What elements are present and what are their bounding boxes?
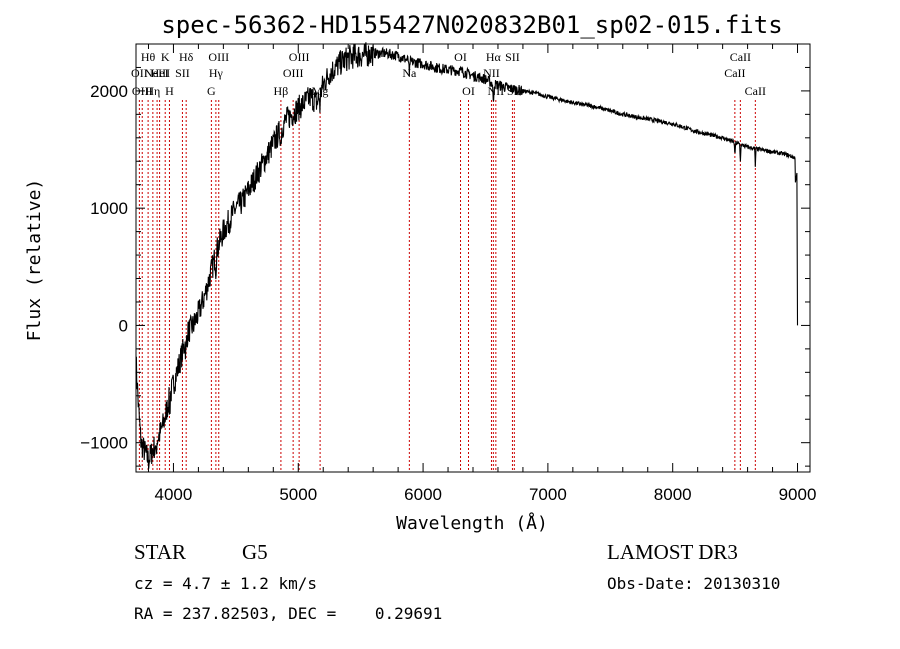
spectral-line-label: OI — [462, 84, 475, 98]
x-tick-label: 9000 — [779, 485, 817, 504]
y-axis-label: Flux (relative) — [24, 179, 45, 342]
y-tick-label: 2000 — [90, 82, 128, 101]
spectral-line-label: Hη — [145, 84, 160, 98]
x-axis-ticks: 4000 5000 6000 7000 8000 9000 — [147, 44, 817, 504]
spectrum-series — [135, 42, 799, 469]
spectral-line-label: OII — [131, 66, 148, 80]
plot-frame — [135, 43, 811, 473]
chart-title: spec-56362-HD155427N020832B01_sp02-015.f… — [161, 11, 782, 39]
spectral-line-label: HeI — [151, 66, 169, 80]
x-tick-label: 4000 — [155, 485, 193, 504]
plot-area: OIIOIIIHθHηNeIIIHeIKHSIIHδGHγOIIIHβOIIIO… — [80, 42, 816, 504]
observation-date: Obs-Date: 20130310 — [607, 574, 780, 593]
coordinates: RA = 237.82503, DEC = 0.29691 — [134, 604, 442, 623]
spectral-line-label: H — [165, 84, 174, 98]
spectral-line-label: CaII — [730, 50, 751, 64]
spectral-line-label: OI — [454, 50, 467, 64]
x-tick-label: 6000 — [404, 485, 442, 504]
y-axis-ticks: −1000 0 1000 2000 — [80, 43, 810, 467]
x-tick-label: 7000 — [529, 485, 567, 504]
spectral-line-labels: OIIOIIIHθHηNeIIIHeIKHSIIHδGHγOIIIHβOIIIO… — [131, 50, 766, 98]
y-tick-label: 0 — [119, 316, 128, 335]
spectrum-line — [135, 42, 799, 469]
spectral-line-label: Hβ — [274, 84, 289, 98]
x-axis-label: Wavelength (Å) — [396, 512, 548, 534]
redshift-cz: cz = 4.7 ± 1.2 km/s — [134, 574, 317, 593]
spectral-line-label: Hα — [486, 50, 502, 64]
spectral-line-label: OIII — [208, 50, 229, 64]
spectral-line-label: NII — [483, 66, 500, 80]
spectral-line-label: NeIII — [144, 66, 170, 80]
spectral-line-label: Hδ — [179, 50, 194, 64]
spectral-line-label: CaII — [724, 66, 745, 80]
y-tick-label: 1000 — [90, 199, 128, 218]
spectral-line-label: OIII — [289, 50, 310, 64]
object-subclass: G5 — [242, 540, 268, 564]
spectral-line-label: SII — [505, 50, 520, 64]
spectral-line-label: Hθ — [141, 50, 156, 64]
spectral-line-label: SII — [175, 66, 190, 80]
spectral-line-label: Hγ — [209, 66, 224, 80]
spectral-line-label: CaII — [745, 84, 766, 98]
spectral-line-label: K — [161, 50, 170, 64]
y-tick-label: −1000 — [80, 434, 128, 453]
spectral-line-label: OIII — [283, 66, 304, 80]
info-panel: STAR G5 LAMOST DR3 cz = 4.7 ± 1.2 km/s O… — [134, 540, 780, 623]
x-tick-label: 5000 — [279, 485, 317, 504]
spectral-line-label: G — [207, 84, 216, 98]
survey-name: LAMOST DR3 — [607, 540, 738, 564]
spectral-line-markers — [138, 100, 756, 472]
x-tick-label: 8000 — [654, 485, 692, 504]
object-type: STAR — [134, 540, 186, 564]
